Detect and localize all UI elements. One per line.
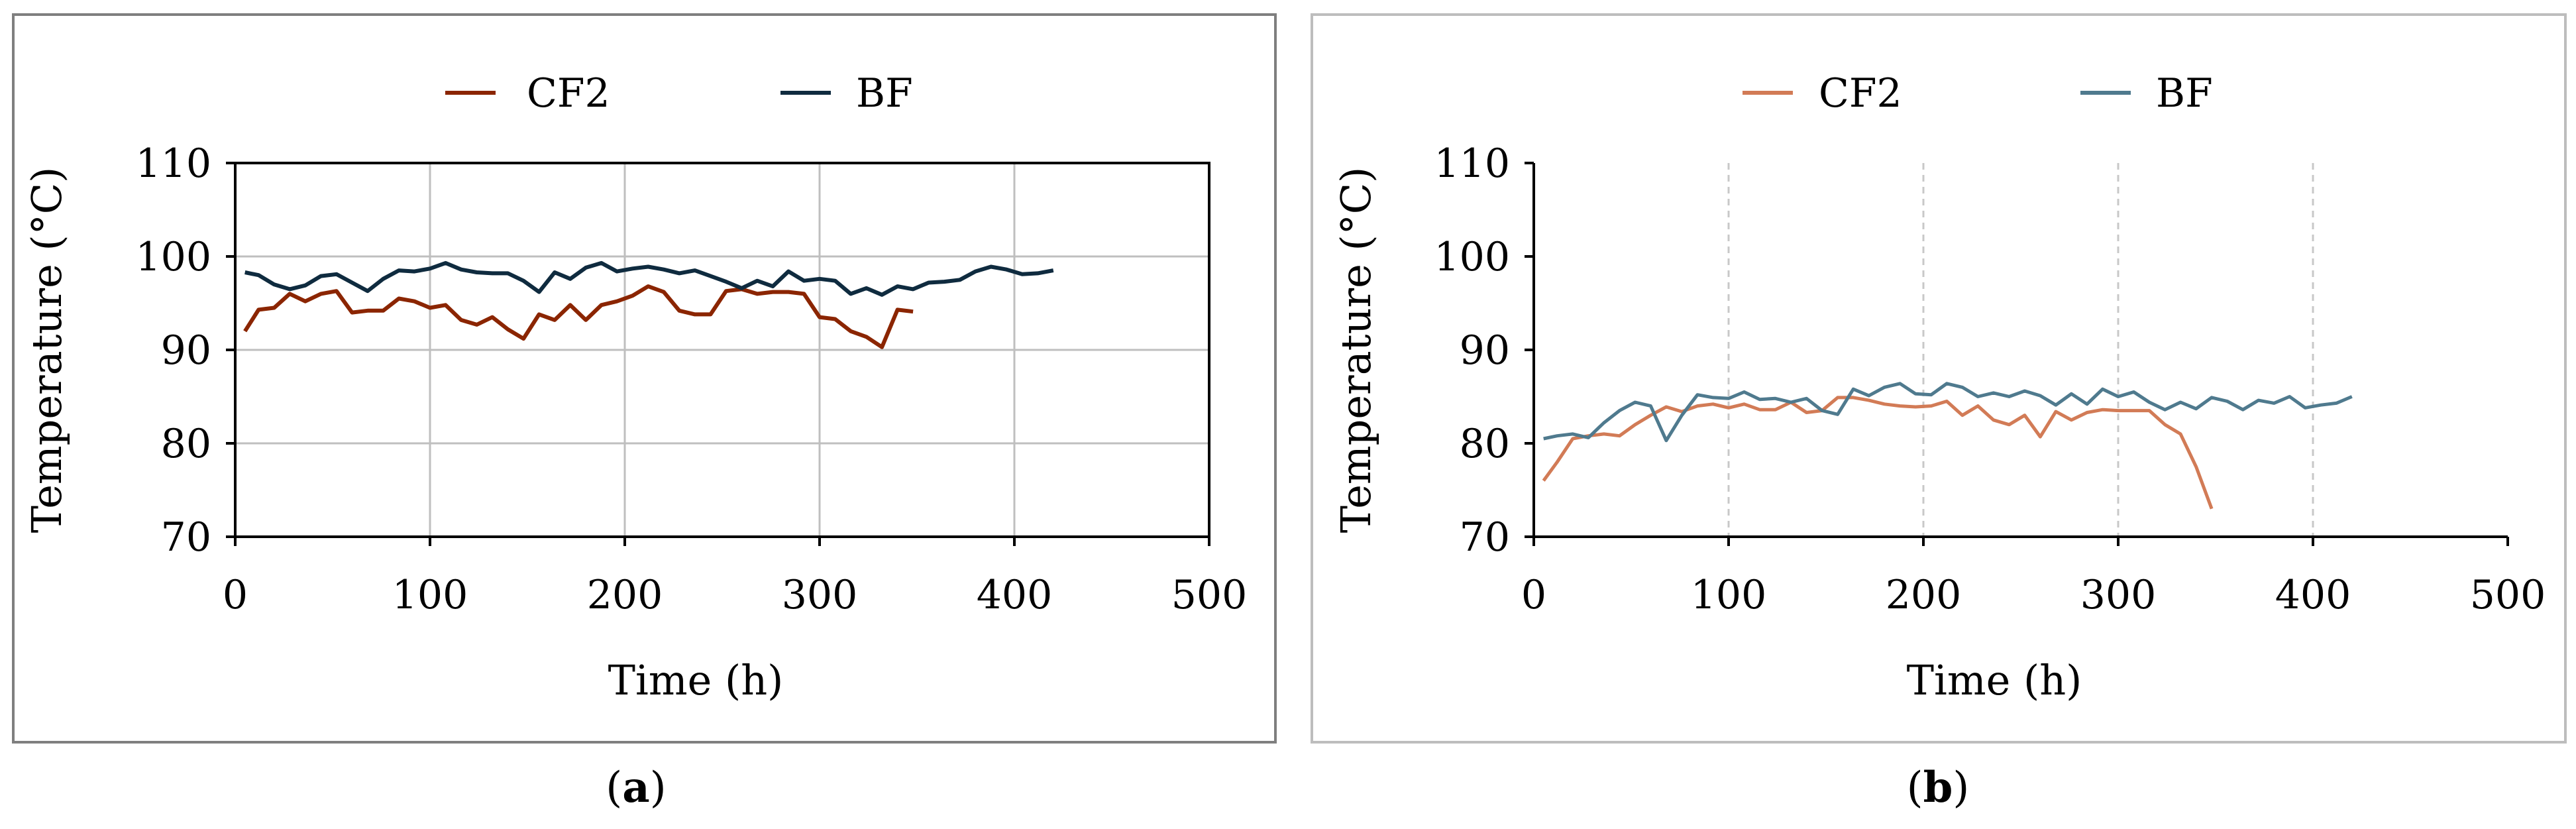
x-tick-label: 400 <box>977 572 1053 618</box>
panel-caption: (b) <box>1907 763 1970 812</box>
y-tick-label: 80 <box>161 421 211 467</box>
x-axis-label: Time (h) <box>1907 656 2082 704</box>
y-tick-label: 110 <box>1434 140 1510 187</box>
legend-label-cf2: CF2 <box>527 70 610 117</box>
series-line-bf <box>244 260 1054 297</box>
y-tick-label: 70 <box>161 514 211 561</box>
x-tick-label: 200 <box>587 572 663 618</box>
x-tick-label: 300 <box>2080 572 2157 618</box>
y-tick-label: 90 <box>161 327 211 374</box>
x-tick-label: 500 <box>2470 572 2546 618</box>
x-tick-label: 0 <box>1521 572 1546 618</box>
x-tick-label: 200 <box>1886 572 1962 618</box>
legend-label-bf: BF <box>2156 70 2213 117</box>
legend-label-bf: BF <box>856 70 913 117</box>
x-tick-label: 500 <box>1171 572 1248 618</box>
x-tick-label: 0 <box>223 572 248 618</box>
series-line-cf2 <box>243 284 914 349</box>
y-tick-label: 80 <box>1460 421 1510 467</box>
chart-panel-b: 0 100 200 300 400 500 70 80 90 100 110 Time (h) Temp… <box>1311 13 2567 812</box>
y-tick-label: 100 <box>1434 234 1510 280</box>
panel-caption-letter: b <box>1923 763 1953 812</box>
chart-frame <box>1311 13 2567 744</box>
panel-caption: (a) <box>606 763 666 812</box>
panel-caption-letter: a <box>622 763 649 812</box>
x-tick-label: 100 <box>392 572 468 618</box>
x-axis-label: Time (h) <box>608 656 784 704</box>
y-tick-label: 100 <box>135 234 211 280</box>
x-tick-label: 300 <box>782 572 858 618</box>
y-tick-label: 70 <box>1460 514 1510 561</box>
x-tick-label: 400 <box>2275 572 2351 618</box>
series-line-bf <box>1543 382 2353 443</box>
y-tick-label: 110 <box>135 140 211 187</box>
y-tick-label: 90 <box>1460 327 1510 374</box>
chart-panel-a: 0 100 200 300 400 500 70 80 90 100 110 Time (h) Temp… <box>12 13 1277 812</box>
series-line-cf2 <box>1542 396 2214 510</box>
legend-label-cf2: CF2 <box>1819 70 1902 117</box>
x-tick-label: 100 <box>1691 572 1767 618</box>
chart-frame <box>12 13 1277 744</box>
y-axis-label: Temperature (°C) <box>1332 167 1380 533</box>
y-axis-label: Temperature (°C) <box>23 167 71 533</box>
